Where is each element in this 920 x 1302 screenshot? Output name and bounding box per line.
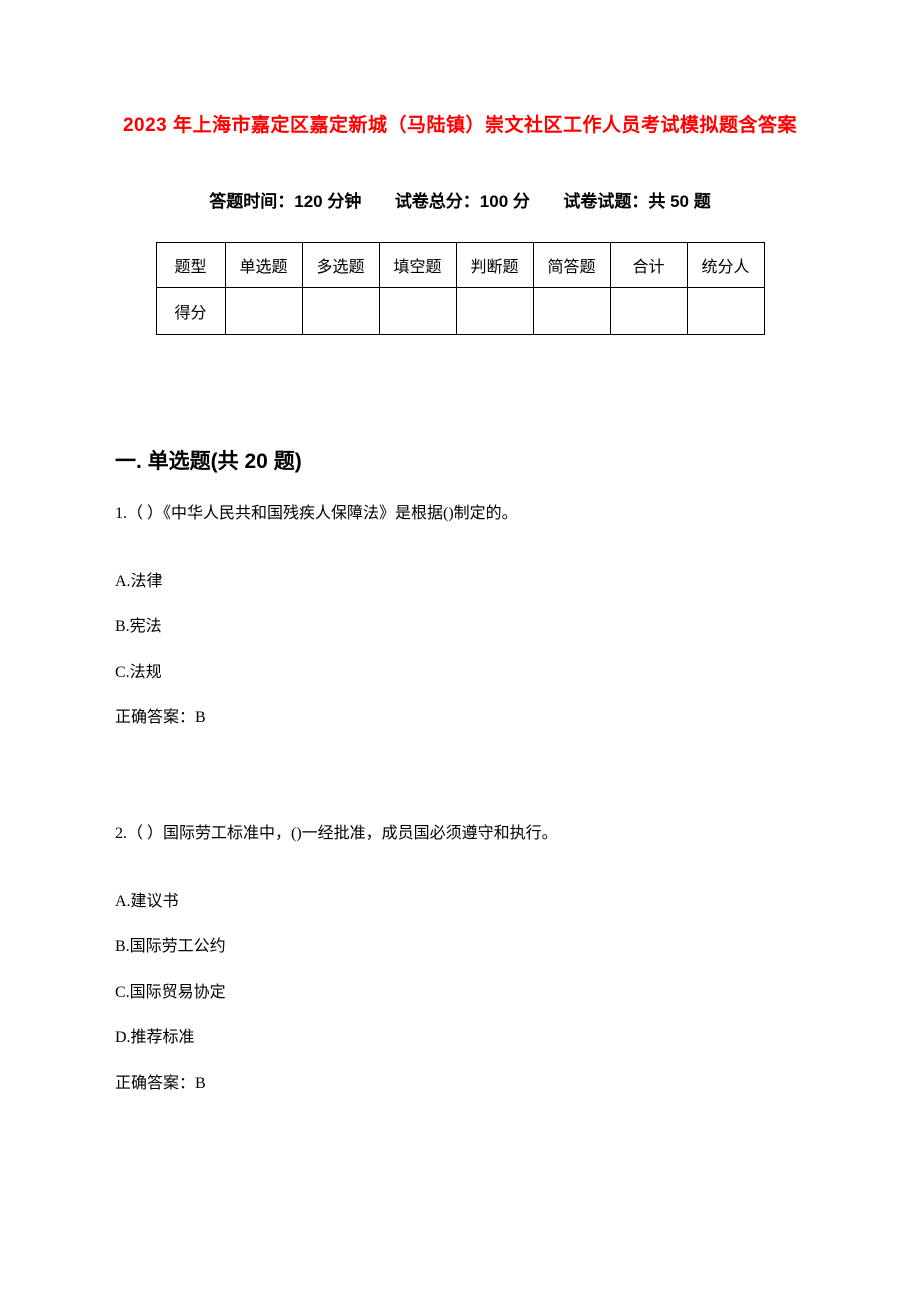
- question-stem: 2.（ ）国际劳工标准中，()一经批准，成员国必须遵守和执行。: [115, 821, 805, 847]
- section-heading: 一. 单选题(共 20 题): [115, 445, 805, 475]
- score-cell: [302, 288, 379, 335]
- score-table: 题型 单选题 多选题 填空题 判断题 简答题 合计 统分人 得分: [156, 242, 765, 335]
- meta-time: 答题时间：120 分钟: [209, 192, 361, 211]
- question-option: A.建议书: [115, 889, 805, 915]
- question-option: C.国际贸易协定: [115, 980, 805, 1006]
- score-cell: [379, 288, 456, 335]
- score-cell: [687, 288, 764, 335]
- question-option: B.宪法: [115, 614, 805, 640]
- score-header-cell: 合计: [610, 243, 687, 288]
- score-table-body-row: 得分: [156, 288, 764, 335]
- question-block: 1.（ ）《中华人民共和国残疾人保障法》是根据()制定的。 A.法律 B.宪法 …: [115, 501, 805, 731]
- score-header-cell: 多选题: [302, 243, 379, 288]
- question-option: C.法规: [115, 660, 805, 686]
- exam-title: 2023 年上海市嘉定区嘉定新城（马陆镇）崇文社区工作人员考试模拟题含答案: [115, 110, 805, 137]
- meta-total-score: 试卷总分：100 分: [395, 192, 530, 211]
- question-answer: 正确答案：B: [115, 705, 805, 731]
- score-header-cell: 题型: [156, 243, 225, 288]
- score-header-cell: 统分人: [687, 243, 764, 288]
- question-block: 2.（ ）国际劳工标准中，()一经批准，成员国必须遵守和执行。 A.建议书 B.…: [115, 821, 805, 1097]
- score-header-cell: 单选题: [225, 243, 302, 288]
- question-option: B.国际劳工公约: [115, 934, 805, 960]
- question-option: D.推荐标准: [115, 1025, 805, 1051]
- question-option: A.法律: [115, 569, 805, 595]
- score-header-cell: 判断题: [456, 243, 533, 288]
- score-header-cell: 简答题: [533, 243, 610, 288]
- score-header-cell: 填空题: [379, 243, 456, 288]
- score-cell: [533, 288, 610, 335]
- meta-question-count: 试卷试题：共 50 题: [563, 192, 710, 211]
- score-cell: [225, 288, 302, 335]
- question-answer: 正确答案：B: [115, 1071, 805, 1097]
- question-stem: 1.（ ）《中华人民共和国残疾人保障法》是根据()制定的。: [115, 501, 805, 527]
- exam-meta-line: 答题时间：120 分钟 试卷总分：100 分 试卷试题：共 50 题: [115, 187, 805, 212]
- exam-page: 2023 年上海市嘉定区嘉定新城（马陆镇）崇文社区工作人员考试模拟题含答案 答题…: [0, 0, 920, 1267]
- score-table-header-row: 题型 单选题 多选题 填空题 判断题 简答题 合计 统分人: [156, 243, 764, 288]
- score-row-label: 得分: [156, 288, 225, 335]
- score-cell: [610, 288, 687, 335]
- score-cell: [456, 288, 533, 335]
